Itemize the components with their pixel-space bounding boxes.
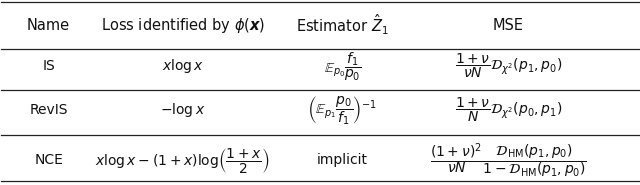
Text: implicit: implicit: [317, 153, 368, 167]
Text: Loss identified by $\phi(\boldsymbol{x})$: Loss identified by $\phi(\boldsymbol{x})…: [100, 16, 265, 35]
Text: $-\log x$: $-\log x$: [160, 101, 205, 119]
Text: $\dfrac{1+\nu}{N}\mathcal{D}_{\chi^2}(p_0,p_1)$: $\dfrac{1+\nu}{N}\mathcal{D}_{\chi^2}(p_…: [455, 96, 562, 124]
Text: $\dfrac{(1+\nu)^2}{\nu N}\dfrac{\mathcal{D}_{\mathrm{HM}}(p_1,p_0)}{1-\mathcal{D: $\dfrac{(1+\nu)^2}{\nu N}\dfrac{\mathcal…: [430, 141, 587, 180]
Text: $\mathbb{E}_{p_0}\dfrac{f_1}{p_0}$: $\mathbb{E}_{p_0}\dfrac{f_1}{p_0}$: [324, 50, 361, 83]
Text: Estimator $\hat{Z}_1$: Estimator $\hat{Z}_1$: [296, 13, 388, 37]
Text: RevIS: RevIS: [29, 103, 68, 117]
Text: $x\log x$: $x\log x$: [161, 57, 204, 75]
Text: MSE: MSE: [493, 18, 524, 33]
Text: NCE: NCE: [34, 153, 63, 167]
Text: $x\log x-(1+x)\log\!\left(\dfrac{1+x}{2}\right)$: $x\log x-(1+x)\log\!\left(\dfrac{1+x}{2}…: [95, 146, 270, 175]
Text: $\dfrac{1+\nu}{\nu N}\mathcal{D}_{\chi^2}(p_1,p_0)$: $\dfrac{1+\nu}{\nu N}\mathcal{D}_{\chi^2…: [455, 52, 562, 80]
Text: IS: IS: [42, 59, 55, 73]
Text: Name: Name: [27, 18, 70, 33]
Text: $\left(\mathbb{E}_{p_1}\dfrac{p_0}{f_1}\right)^{-1}$: $\left(\mathbb{E}_{p_1}\dfrac{p_0}{f_1}\…: [307, 94, 378, 127]
